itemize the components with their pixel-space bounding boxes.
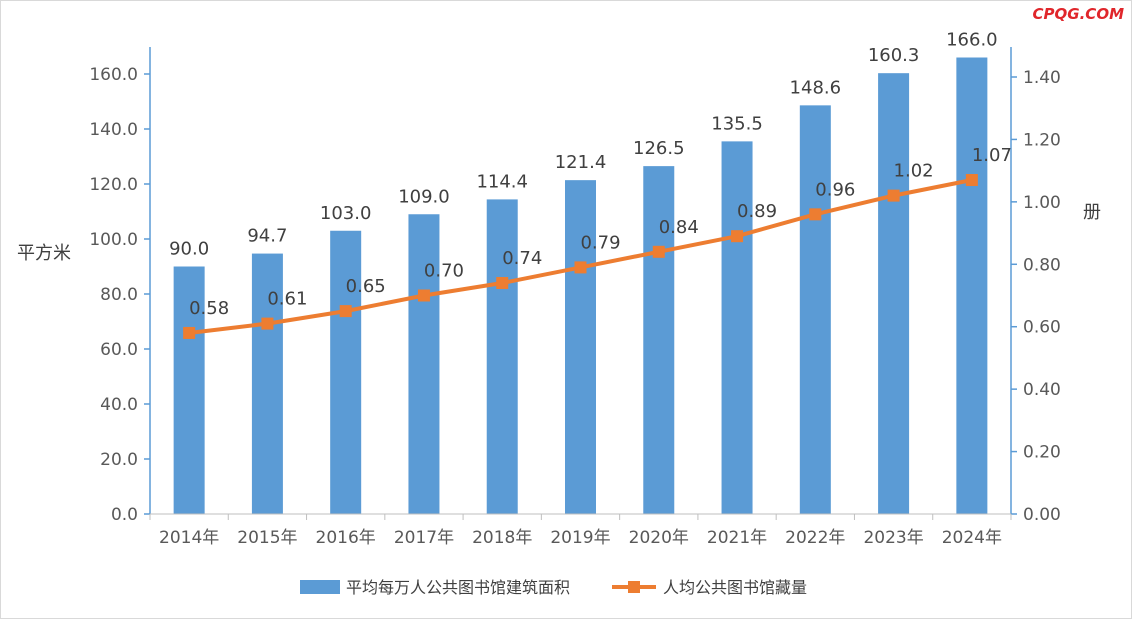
bar-data-label: 121.4 <box>555 152 607 173</box>
line-point <box>652 245 665 258</box>
line-data-label: 0.74 <box>502 248 542 269</box>
legend-line-marker <box>628 581 640 593</box>
left-tick-label: 120.0 <box>89 175 138 195</box>
line-data-label: 0.61 <box>267 289 307 310</box>
bar-data-label: 109.0 <box>398 186 450 207</box>
line-point <box>261 317 274 330</box>
watermark: CPQG.COM <box>1032 5 1124 23</box>
line-point <box>183 326 196 339</box>
line-point <box>417 289 430 302</box>
right-tick-label: 1.40 <box>1023 68 1061 88</box>
left-tick-label: 140.0 <box>89 120 138 140</box>
bar <box>251 253 283 514</box>
line-point <box>809 208 822 221</box>
bar <box>721 141 753 514</box>
line-data-label: 0.65 <box>346 276 386 297</box>
line-data-label: 0.84 <box>659 217 699 238</box>
line-data-label: 0.96 <box>815 179 855 200</box>
line-point <box>574 261 587 274</box>
axes: 0.0 20.0 40.0 60.0 80.0 100.0 120.0 140.0 160.0 0… <box>17 47 1101 548</box>
legend-line-label: 人均公共图书馆藏量 <box>663 578 807 597</box>
x-tick-label: 2024年 <box>942 528 1002 548</box>
bar-data-label: 166.0 <box>946 30 998 51</box>
bar-data-label: 103.0 <box>320 203 372 224</box>
bar-data-label: 114.4 <box>476 171 528 192</box>
left-axis-title: 平方米 <box>17 243 71 264</box>
x-tick-label: 2015年 <box>237 528 297 548</box>
line-series <box>183 174 978 339</box>
x-tick-label: 2023年 <box>863 528 923 548</box>
line-data-label: 0.79 <box>580 232 620 253</box>
data-labels: 90.0 94.7 103.0 109.0 114.4 121.4 126.5 135.5 14… <box>169 30 1012 319</box>
line-data-label: 0.70 <box>424 261 464 282</box>
line-data-label: 1.02 <box>894 161 934 182</box>
bar <box>878 73 910 515</box>
line-point <box>496 277 509 290</box>
x-tick-label: 2020年 <box>629 528 689 548</box>
right-tick-label: 1.00 <box>1023 193 1061 213</box>
right-tick-label: 0.00 <box>1023 505 1061 525</box>
left-tick-label: 100.0 <box>89 230 138 250</box>
left-tick-label: 60.0 <box>100 340 138 360</box>
right-axis-title: 册 <box>1083 202 1101 223</box>
bar <box>408 214 440 514</box>
bar-data-label: 94.7 <box>247 226 287 247</box>
left-tick-label: 40.0 <box>100 395 138 415</box>
left-tick-label: 80.0 <box>100 285 138 305</box>
right-tick-label: 0.80 <box>1023 255 1061 275</box>
right-tick-label: 0.20 <box>1023 443 1061 463</box>
x-tick-label: 2016年 <box>316 528 376 548</box>
bar-data-label: 148.6 <box>790 77 842 98</box>
x-tick-label: 2014年 <box>159 528 219 548</box>
x-tick-label: 2017年 <box>394 528 454 548</box>
bar <box>799 105 831 514</box>
x-tick-label: 2021年 <box>707 528 767 548</box>
bar <box>956 57 988 514</box>
bar-data-label: 90.0 <box>169 239 209 260</box>
right-tick-label: 0.40 <box>1023 380 1061 400</box>
left-tick-label: 0.0 <box>111 505 138 525</box>
x-tick-label: 2018年 <box>472 528 532 548</box>
bar-data-label: 160.3 <box>868 45 920 66</box>
line-data-label: 0.58 <box>189 298 229 319</box>
legend-bar-swatch <box>300 580 340 594</box>
x-tick-label: 2019年 <box>550 528 610 548</box>
bar-data-label: 126.5 <box>633 138 685 159</box>
bar <box>565 180 596 514</box>
bar <box>486 199 518 514</box>
line-point <box>731 230 744 243</box>
line-point <box>965 174 978 187</box>
left-tick-label: 160.0 <box>89 65 138 85</box>
right-tick-label: 0.60 <box>1023 318 1061 338</box>
x-tick-label: 2022年 <box>785 528 845 548</box>
left-tick-label: 20.0 <box>100 450 138 470</box>
line-point <box>887 189 900 202</box>
bar-series <box>173 57 988 515</box>
bar <box>330 230 362 514</box>
legend: 平均每万人公共图书馆建筑面积 人均公共图书馆藏量 <box>300 578 807 597</box>
right-tick-label: 1.20 <box>1023 130 1061 150</box>
bar-data-label: 135.5 <box>711 113 763 134</box>
line-point <box>339 305 352 318</box>
legend-bar-label: 平均每万人公共图书馆建筑面积 <box>346 578 570 597</box>
bar <box>643 166 675 514</box>
line-data-label: 1.07 <box>972 145 1012 166</box>
line-data-label: 0.89 <box>737 201 777 222</box>
bar <box>173 266 205 514</box>
